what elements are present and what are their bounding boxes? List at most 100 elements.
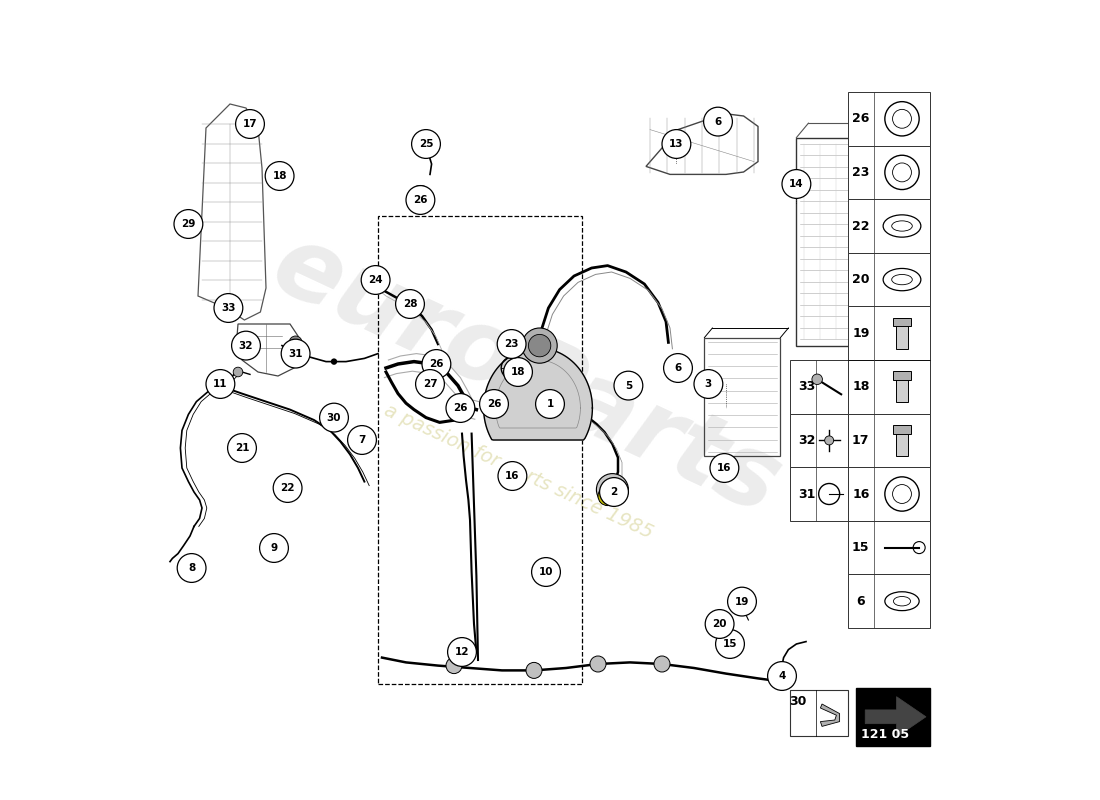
Circle shape (716, 630, 745, 658)
Circle shape (446, 394, 475, 422)
Text: 18: 18 (852, 380, 869, 394)
Text: 27: 27 (422, 379, 438, 389)
Circle shape (411, 130, 440, 158)
Text: 26: 26 (486, 399, 502, 409)
Text: 4: 4 (779, 671, 785, 681)
Circle shape (235, 110, 264, 138)
Bar (848, 574, 930, 628)
Text: 7: 7 (359, 435, 365, 445)
Bar (848, 253, 930, 306)
Circle shape (406, 186, 434, 214)
Bar (848, 360, 930, 414)
Bar (892, 371, 912, 380)
Text: 23: 23 (852, 166, 869, 179)
Circle shape (526, 662, 542, 678)
Text: 28: 28 (403, 299, 417, 309)
Circle shape (600, 478, 628, 506)
Circle shape (614, 371, 642, 400)
Circle shape (825, 436, 834, 445)
Circle shape (812, 374, 823, 385)
Circle shape (260, 534, 288, 562)
Text: 6: 6 (674, 363, 682, 373)
Circle shape (528, 334, 551, 357)
Circle shape (282, 339, 310, 368)
Bar (896, 318, 907, 349)
Text: 6: 6 (714, 117, 722, 126)
Text: 20: 20 (713, 619, 727, 629)
Text: 121 05: 121 05 (860, 727, 909, 741)
Text: 18: 18 (510, 367, 526, 377)
Circle shape (734, 590, 750, 606)
Text: 20: 20 (852, 273, 869, 286)
Text: 10: 10 (539, 567, 553, 577)
Text: 26: 26 (429, 359, 443, 369)
Circle shape (177, 554, 206, 582)
Text: 23: 23 (504, 339, 519, 349)
Circle shape (694, 370, 723, 398)
Text: 22: 22 (852, 219, 869, 233)
Text: 5: 5 (625, 381, 632, 390)
Circle shape (446, 658, 462, 674)
Text: 15: 15 (852, 541, 869, 554)
Circle shape (504, 358, 532, 386)
Bar (856, 688, 930, 746)
Circle shape (422, 350, 451, 378)
Bar (796, 138, 874, 346)
Text: 33: 33 (799, 380, 816, 394)
Circle shape (331, 358, 338, 365)
Text: 24: 24 (368, 275, 383, 285)
Circle shape (710, 454, 739, 482)
Text: 8: 8 (188, 563, 195, 573)
Circle shape (662, 130, 691, 158)
Circle shape (242, 342, 250, 350)
Bar (704, 338, 780, 456)
Circle shape (331, 414, 340, 422)
Circle shape (448, 638, 476, 666)
Circle shape (174, 210, 202, 238)
Bar (790, 360, 848, 414)
Text: a passion for parts since 1985: a passion for parts since 1985 (381, 401, 656, 543)
Text: 9: 9 (271, 543, 277, 553)
Bar (896, 425, 907, 456)
Text: 30: 30 (327, 413, 341, 422)
Bar (848, 92, 930, 146)
Circle shape (361, 266, 390, 294)
Text: 18: 18 (273, 171, 287, 181)
Bar (848, 414, 930, 467)
Circle shape (348, 426, 376, 454)
Text: 19: 19 (735, 597, 749, 606)
Circle shape (416, 370, 444, 398)
Bar (892, 425, 912, 434)
Text: 17: 17 (243, 119, 257, 129)
Circle shape (283, 345, 289, 351)
Text: 32: 32 (799, 434, 816, 447)
Circle shape (654, 656, 670, 672)
Text: 16: 16 (505, 471, 519, 481)
Bar (896, 371, 907, 402)
Text: 26: 26 (453, 403, 468, 413)
Circle shape (498, 462, 527, 490)
Text: 15: 15 (723, 639, 737, 649)
Bar (790, 690, 848, 736)
Text: 6: 6 (857, 594, 865, 608)
Bar (848, 199, 930, 253)
Polygon shape (821, 704, 839, 726)
Circle shape (531, 558, 560, 586)
Bar (848, 146, 930, 199)
Text: 26: 26 (414, 195, 428, 205)
Circle shape (596, 474, 628, 506)
Circle shape (233, 367, 243, 377)
Text: 16: 16 (852, 487, 869, 501)
Bar (848, 521, 930, 574)
Circle shape (782, 170, 811, 198)
Circle shape (396, 290, 425, 318)
Polygon shape (422, 142, 431, 156)
Text: 22: 22 (280, 483, 295, 493)
Text: 14: 14 (789, 179, 804, 189)
Circle shape (727, 587, 757, 616)
Bar (378, 216, 582, 684)
Circle shape (292, 350, 299, 358)
Circle shape (273, 474, 303, 502)
Text: euroParts: euroParts (257, 216, 795, 536)
Circle shape (522, 328, 558, 363)
